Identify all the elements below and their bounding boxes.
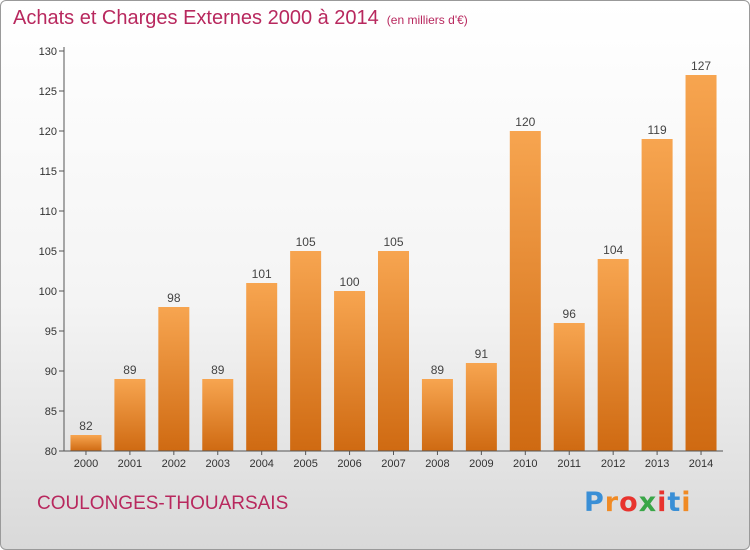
bar-value-label: 89	[431, 363, 445, 377]
chart-title: Achats et Charges Externes 2000 à 2014 (e…	[13, 7, 468, 30]
bar-value-label: 127	[691, 59, 711, 73]
city-name: COULONGES-THOUARSAIS	[37, 493, 289, 514]
bar-value-label: 120	[515, 115, 535, 129]
bar-value-label: 105	[296, 235, 316, 249]
bar[interactable]	[378, 251, 409, 451]
logo-letter: P	[584, 487, 605, 518]
bar[interactable]	[509, 131, 541, 451]
x-tick-label: 2006	[337, 458, 361, 470]
proxiti-logo[interactable]: Proxiti	[584, 487, 692, 518]
y-tick-label: 125	[39, 86, 57, 98]
logo-letter: i	[681, 487, 692, 518]
bar[interactable]	[114, 379, 146, 451]
bar-value-label: 82	[79, 419, 93, 433]
bar[interactable]	[641, 139, 673, 451]
logo-letter: i	[657, 487, 668, 518]
x-tick-label: 2014	[689, 458, 713, 470]
bar-value-label: 104	[603, 243, 623, 257]
title-text: Achats et Charges Externes 2000 à 2014	[13, 7, 379, 29]
x-tick-label: 2011	[557, 458, 581, 470]
bar-value-label: 89	[123, 363, 137, 377]
x-tick-label: 2003	[206, 458, 230, 470]
x-tick-label: 2002	[162, 458, 186, 470]
x-tick-label: 2010	[513, 458, 537, 470]
bar[interactable]	[70, 435, 102, 451]
y-tick-label: 105	[39, 246, 57, 258]
bar[interactable]	[158, 307, 190, 451]
y-tick-label: 130	[39, 46, 57, 58]
x-tick-label: 2001	[118, 458, 142, 470]
bar-value-label: 119	[648, 123, 667, 137]
bar-value-label: 91	[475, 347, 489, 361]
bar[interactable]	[246, 283, 278, 451]
bar-value-label: 98	[167, 291, 181, 305]
y-tick-label: 90	[45, 366, 57, 378]
bar-value-label: 101	[252, 267, 272, 281]
bar-value-label: 96	[563, 307, 577, 321]
logo-letter: r	[604, 487, 620, 518]
chart-subtitle: (en milliers d'€)	[386, 13, 468, 27]
bar[interactable]	[553, 323, 585, 451]
bar[interactable]	[421, 379, 453, 451]
bar[interactable]	[597, 259, 629, 451]
y-tick-label: 80	[45, 446, 57, 458]
x-tick-label: 2009	[469, 458, 493, 470]
y-tick-label: 100	[39, 286, 57, 298]
bar[interactable]	[202, 379, 234, 451]
bar[interactable]	[334, 291, 366, 451]
x-tick-label: 2008	[425, 458, 449, 470]
y-tick-label: 95	[45, 326, 57, 338]
y-tick-label: 115	[39, 166, 57, 178]
bar-value-label: 105	[383, 235, 403, 249]
logo-letter: o	[619, 487, 639, 518]
logo-letter: x	[638, 487, 658, 518]
y-tick-label: 85	[45, 406, 57, 418]
x-tick-label: 2013	[645, 458, 669, 470]
y-tick-label: 120	[39, 126, 57, 138]
bar-value-label: 89	[211, 363, 225, 377]
y-tick-label: 110	[39, 206, 57, 218]
bar[interactable]	[290, 251, 322, 451]
x-tick-label: 2012	[601, 458, 625, 470]
bar[interactable]	[685, 75, 717, 451]
bar[interactable]	[465, 363, 497, 451]
x-tick-label: 2000	[74, 458, 98, 470]
x-tick-label: 2007	[381, 458, 405, 470]
logo-letter: t	[667, 487, 682, 518]
x-tick-label: 2004	[249, 458, 273, 470]
x-tick-label: 2005	[293, 458, 317, 470]
bar-value-label: 100	[340, 275, 360, 289]
